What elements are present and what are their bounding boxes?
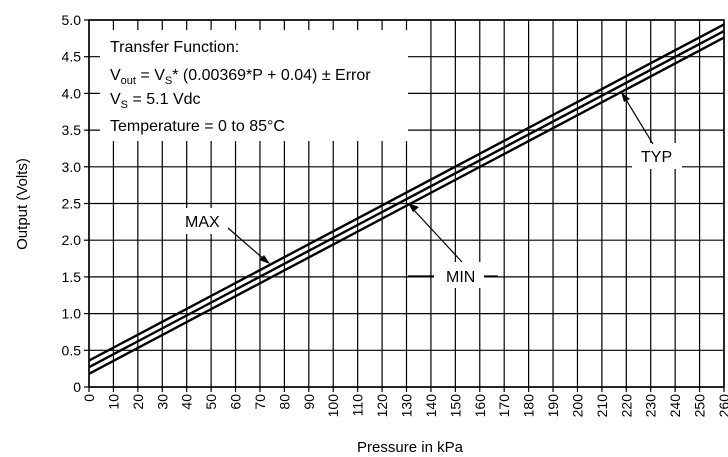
x-tick-label: 120 (374, 394, 390, 418)
y-tick-label: 4.0 (62, 85, 82, 101)
x-tick-label: 140 (423, 394, 439, 418)
y-tick-label: 1.5 (62, 269, 82, 285)
x-tick-label: 90 (301, 394, 317, 410)
x-tick-label: 240 (667, 394, 683, 418)
x-tick-label: 230 (643, 394, 659, 418)
y-tick-label: 4.5 (62, 49, 82, 65)
y-tick-label: 2.0 (62, 232, 82, 248)
y-tick-label: 1.0 (62, 306, 82, 322)
x-tick-label: 80 (276, 394, 292, 410)
annotation-formula: Vout = VS* (0.00369*P + 0.04) ± Error (110, 67, 371, 87)
x-tick-label: 130 (399, 394, 415, 418)
callout-typ: TYP (621, 92, 682, 169)
y-axis-label: Output (Volts) (14, 158, 31, 250)
x-tick-label: 50 (203, 394, 219, 410)
x-tick-label: 40 (179, 394, 195, 410)
x-tick-label: 100 (325, 394, 341, 418)
y-tick-label: 0.5 (62, 342, 82, 358)
x-tick-label: 70 (252, 394, 268, 410)
callout-min-label: MIN (446, 269, 475, 286)
series-line-min (88, 36, 725, 375)
x-tick-label: 220 (618, 394, 634, 418)
callout-typ-label: TYP (641, 149, 672, 166)
x-tick-label: 200 (569, 394, 585, 418)
y-tick-label: 5.0 (62, 12, 82, 28)
annotation-temperature: Temperature = 0 to 85°C (110, 118, 285, 135)
x-tick-label: 30 (154, 394, 170, 410)
x-tick-label: 250 (692, 394, 708, 418)
series-line-typ (88, 29, 725, 369)
svg-text:MAX: MAX (185, 214, 220, 231)
series-line-max (88, 23, 725, 362)
x-tick-label: 180 (521, 394, 537, 418)
x-tick-label: 190 (545, 394, 561, 418)
annotation-supply: VS = 5.1 Vdc (110, 91, 201, 111)
x-tick-label: 60 (228, 394, 244, 410)
y-tick-label: 2.5 (62, 196, 82, 212)
x-tick-label: 210 (594, 394, 610, 418)
y-tick-label: 0 (73, 379, 81, 395)
annotation-box (100, 30, 408, 141)
callout-max: MAX (178, 208, 270, 264)
x-tick-label: 170 (496, 394, 512, 418)
callout-min: MIN (408, 203, 498, 288)
y-tick-label: 3.0 (62, 159, 82, 175)
x-tick-label: 110 (350, 394, 366, 417)
x-tick-label: 10 (105, 394, 121, 410)
x-tick-label: 20 (130, 394, 146, 410)
y-tick-label: 3.5 (62, 122, 82, 138)
x-tick-label: 150 (447, 394, 463, 418)
annotation-title: Transfer Function: (110, 39, 239, 56)
x-tick-label: 0 (81, 394, 97, 402)
x-tick-label: 160 (472, 394, 488, 418)
axis-ticks: 0 10 20 30 40 50 60 70 80 90 100 110 120 130 140 150 160… (62, 12, 728, 417)
series-lines (88, 23, 725, 375)
x-tick-label: 260 (716, 394, 728, 418)
x-axis-label: Pressure in kPa (357, 439, 464, 456)
